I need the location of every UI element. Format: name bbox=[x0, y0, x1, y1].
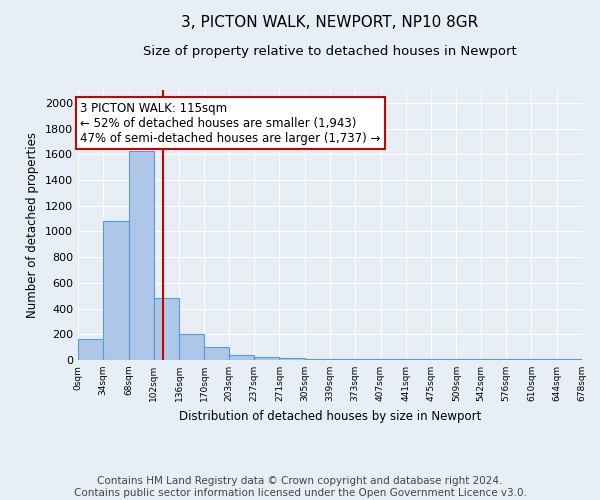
Bar bbox=[179, 334, 205, 360]
Bar bbox=[78, 339, 103, 360]
Y-axis label: Number of detached properties: Number of detached properties bbox=[26, 132, 40, 318]
Bar bbox=[330, 358, 355, 360]
Bar bbox=[280, 358, 305, 360]
Bar bbox=[128, 151, 154, 360]
Text: 3, PICTON WALK, NEWPORT, NP10 8GR: 3, PICTON WALK, NEWPORT, NP10 8GR bbox=[181, 15, 479, 30]
Bar bbox=[205, 347, 229, 360]
Text: Size of property relative to detached houses in Newport: Size of property relative to detached ho… bbox=[143, 45, 517, 58]
Bar bbox=[229, 355, 254, 360]
Text: Contains HM Land Registry data © Crown copyright and database right 2024.
Contai: Contains HM Land Registry data © Crown c… bbox=[74, 476, 526, 498]
X-axis label: Distribution of detached houses by size in Newport: Distribution of detached houses by size … bbox=[179, 410, 481, 422]
Bar bbox=[355, 358, 380, 360]
Bar bbox=[254, 357, 280, 360]
Text: 3 PICTON WALK: 115sqm
← 52% of detached houses are smaller (1,943)
47% of semi-d: 3 PICTON WALK: 115sqm ← 52% of detached … bbox=[80, 102, 380, 144]
Bar bbox=[305, 358, 330, 360]
Bar bbox=[103, 220, 128, 360]
Bar bbox=[154, 298, 179, 360]
